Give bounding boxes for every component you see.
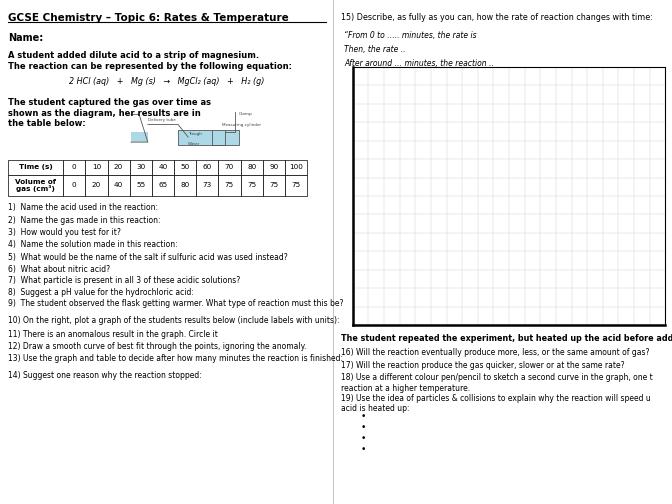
Bar	[108, 175, 130, 196]
Bar	[285, 160, 307, 175]
Bar	[130, 175, 152, 196]
Bar	[196, 160, 218, 175]
Text: 2 HCl (aq)   +   Mg (s)   →   MgCl₂ (aq)   +   H₂ (g): 2 HCl (aq) + Mg (s) → MgCl₂ (aq) + H₂ (g…	[69, 77, 264, 86]
Text: Trough: Trough	[188, 132, 202, 136]
Text: Then, the rate ..: Then, the rate ..	[344, 45, 406, 54]
Text: 12) Draw a smooth curve of best fit through the points, ignoring the anomaly.: 12) Draw a smooth curve of best fit thro…	[8, 342, 306, 351]
Text: 70: 70	[225, 164, 234, 170]
Text: 18) Use a different colour pen/pencil to sketch a second curve in the graph, one: 18) Use a different colour pen/pencil to…	[341, 373, 653, 393]
Text: 6)  What about nitric acid?: 6) What about nitric acid?	[8, 265, 110, 274]
Text: 80: 80	[181, 182, 190, 188]
Bar	[263, 175, 285, 196]
Text: 65: 65	[159, 182, 167, 188]
Bar	[174, 160, 196, 175]
Text: 60: 60	[203, 164, 212, 170]
Polygon shape	[131, 132, 148, 142]
Text: 15) Describe, as fully as you can, how the rate of reaction changes with time:: 15) Describe, as fully as you can, how t…	[341, 13, 653, 22]
Text: the table below:: the table below:	[8, 119, 86, 129]
Text: •: •	[361, 423, 366, 432]
Text: 73: 73	[203, 182, 212, 188]
Bar	[196, 175, 218, 196]
Text: •: •	[361, 445, 366, 454]
Text: GCSE Chemistry – Topic 6: Rates & Temperature: GCSE Chemistry – Topic 6: Rates & Temper…	[8, 13, 289, 23]
Text: 55: 55	[136, 182, 145, 188]
Bar	[285, 175, 307, 196]
Text: 4)  Name the solution made in this reaction:: 4) Name the solution made in this reacti…	[8, 240, 177, 249]
Text: 50: 50	[181, 164, 190, 170]
Bar	[63, 175, 85, 196]
Text: 13) Use the graph and table to decide after how many minutes the reaction is fin: 13) Use the graph and table to decide af…	[8, 354, 343, 363]
Text: 16) Will the reaction eventually produce more, less, or the same amount of gas?: 16) Will the reaction eventually produce…	[341, 348, 649, 357]
Text: 8)  Suggest a pH value for the hydrochloric acid:: 8) Suggest a pH value for the hydrochlor…	[8, 288, 194, 297]
Bar	[263, 160, 285, 175]
Text: The student repeated the experiment, but heated up the acid before adding it.: The student repeated the experiment, but…	[341, 334, 672, 343]
Text: The student captured the gas over time as: The student captured the gas over time a…	[8, 98, 211, 107]
Text: “From 0 to ….. minutes, the rate is: “From 0 to ….. minutes, the rate is	[344, 31, 476, 40]
Text: 17) Will the reaction produce the gas quicker, slower or at the same rate?: 17) Will the reaction produce the gas qu…	[341, 361, 624, 370]
Text: 75: 75	[247, 182, 256, 188]
Text: Measuring cylinder: Measuring cylinder	[222, 123, 261, 127]
Text: 10) On the right, plot a graph of the students results below (include labels wit: 10) On the right, plot a graph of the st…	[8, 316, 339, 325]
Text: Time (s): Time (s)	[19, 164, 52, 170]
Text: 40: 40	[114, 182, 123, 188]
Text: 20: 20	[92, 182, 101, 188]
Bar	[152, 175, 174, 196]
Text: 2)  Name the gas made in this reaction:: 2) Name the gas made in this reaction:	[8, 216, 161, 225]
Bar	[130, 160, 152, 175]
Text: 100: 100	[289, 164, 303, 170]
Text: •: •	[361, 434, 366, 443]
Text: Water: Water	[188, 142, 200, 146]
Bar	[85, 160, 108, 175]
Bar	[63, 160, 85, 175]
Text: 19) Use the idea of particles & collisions to explain why the reaction will spee: 19) Use the idea of particles & collisio…	[341, 394, 650, 413]
Text: Clamp: Clamp	[239, 112, 252, 116]
Bar	[241, 175, 263, 196]
Bar	[241, 160, 263, 175]
Text: 0: 0	[72, 164, 77, 170]
Text: 90: 90	[269, 164, 278, 170]
Text: 7)  What particle is present in all 3 of these acidic solutions?: 7) What particle is present in all 3 of …	[8, 276, 241, 285]
Bar	[152, 160, 174, 175]
Text: After around … minutes, the reaction ..: After around … minutes, the reaction ..	[344, 59, 494, 68]
Bar	[85, 175, 108, 196]
Text: •: •	[361, 412, 366, 421]
Text: Name:: Name:	[8, 33, 43, 43]
Bar	[174, 175, 196, 196]
Text: The reaction can be represented by the following equation:: The reaction can be represented by the f…	[8, 62, 292, 71]
Text: 5)  What would be the name of the salt if sulfuric acid was used instead?: 5) What would be the name of the salt if…	[8, 253, 288, 262]
Text: 10: 10	[92, 164, 101, 170]
Text: 1)  Name the acid used in the reaction:: 1) Name the acid used in the reaction:	[8, 203, 158, 212]
Text: Volume of
gas (cm³): Volume of gas (cm³)	[15, 179, 56, 192]
Text: 80: 80	[247, 164, 256, 170]
Bar	[108, 160, 130, 175]
Text: 14) Suggest one reason why the reaction stopped:: 14) Suggest one reason why the reaction …	[8, 371, 202, 381]
Text: 9)  The student observed the flask getting warmer. What type of reaction must th: 9) The student observed the flask gettin…	[8, 299, 343, 308]
Text: 30: 30	[136, 164, 145, 170]
Text: 75: 75	[269, 182, 278, 188]
Text: 75: 75	[292, 182, 300, 188]
Text: 40: 40	[159, 164, 167, 170]
Text: shown as the diagram, her results are in: shown as the diagram, her results are in	[8, 109, 201, 118]
Text: Delivery tube: Delivery tube	[148, 118, 175, 122]
Text: A student added dilute acid to a strip of magnesium.: A student added dilute acid to a strip o…	[8, 51, 259, 60]
Bar	[8, 175, 63, 196]
Text: 75: 75	[225, 182, 234, 188]
Bar	[8, 160, 63, 175]
Text: 3)  How would you test for it?: 3) How would you test for it?	[8, 228, 121, 237]
Bar	[178, 130, 239, 145]
Bar	[218, 175, 241, 196]
Bar	[218, 160, 241, 175]
Text: 0: 0	[72, 182, 77, 188]
Text: 11) There is an anomalous result in the graph. Circle it: 11) There is an anomalous result in the …	[8, 330, 218, 339]
Text: 20: 20	[114, 164, 123, 170]
